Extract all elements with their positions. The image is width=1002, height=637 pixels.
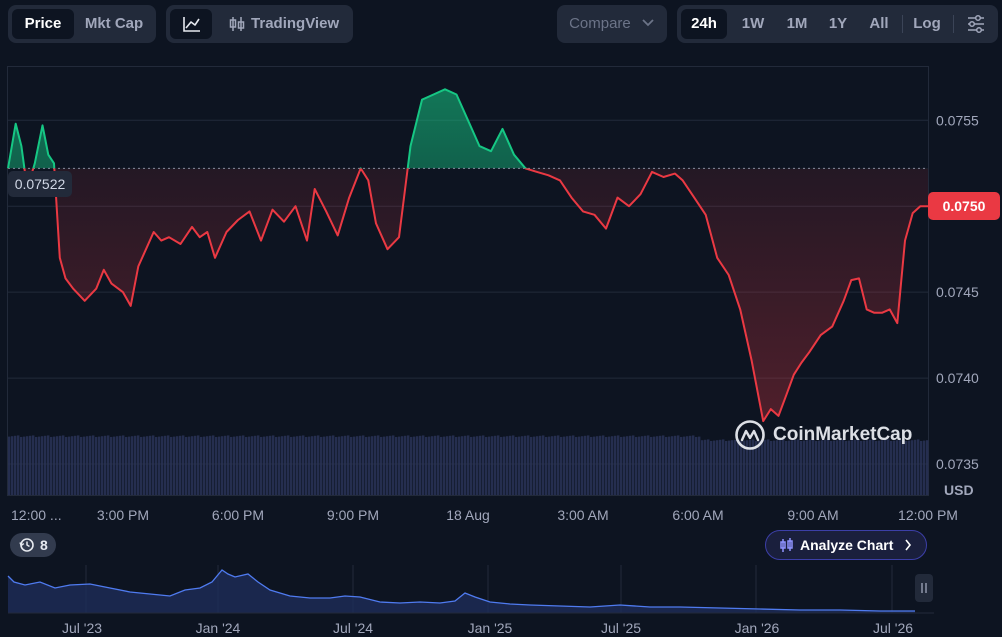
x-tick-label: 9:00 PM bbox=[327, 507, 379, 523]
range-tabs: 24h 1W 1M 1Y All Log bbox=[677, 5, 998, 43]
tab-mkt-cap[interactable]: Mkt Cap bbox=[84, 15, 144, 32]
range-1y[interactable]: 1Y bbox=[828, 15, 848, 32]
price-line-below bbox=[8, 168, 928, 423]
analyze-chart-button[interactable]: Analyze Chart bbox=[765, 530, 927, 560]
price-line-above bbox=[7, 88, 529, 169]
navigator-label: Jan '24 bbox=[196, 620, 241, 636]
navigator-label: Jul '26 bbox=[873, 620, 913, 636]
metric-tabs: Price Mkt Cap bbox=[8, 5, 156, 43]
history-icon bbox=[19, 538, 34, 552]
range-separator bbox=[902, 15, 903, 33]
navigator-line bbox=[7, 569, 915, 612]
area-above-baseline bbox=[8, 89, 928, 169]
x-tick-label: 12:00 ... bbox=[11, 507, 62, 523]
settings-button[interactable] bbox=[958, 9, 994, 39]
navigator-label: Jul '25 bbox=[601, 620, 641, 636]
x-tick-label: 3:00 AM bbox=[557, 507, 608, 523]
x-tick-label: 6:00 PM bbox=[212, 507, 264, 523]
area-below-baseline bbox=[24, 168, 928, 422]
navigator-label: Jan '25 bbox=[468, 620, 513, 636]
tab-price[interactable]: Price bbox=[12, 9, 74, 39]
range-24h[interactable]: 24h bbox=[681, 9, 727, 39]
x-tick-label: 18 Aug bbox=[446, 507, 490, 523]
currency-label: USD bbox=[944, 482, 974, 498]
y-tick-label: 0.0755 bbox=[936, 112, 979, 128]
chevron-right-icon bbox=[905, 539, 912, 551]
navigator-handle[interactable] bbox=[915, 574, 933, 602]
y-tick-label: 0.0740 bbox=[936, 370, 979, 386]
analyze-chart-label: Analyze Chart bbox=[800, 537, 894, 553]
coinmarketcap-watermark: CoinMarketCap bbox=[734, 419, 912, 451]
chart-style-group: TradingView bbox=[166, 5, 353, 43]
y-tick-label: 0.0745 bbox=[936, 284, 979, 300]
sliders-icon bbox=[968, 14, 984, 34]
candlestick-icon bbox=[229, 17, 245, 31]
plot-frame bbox=[7, 66, 929, 496]
navigator-label: Jan '26 bbox=[735, 620, 780, 636]
x-tick-label: 3:00 PM bbox=[97, 507, 149, 523]
baseline-price-badge: 0.07522 bbox=[8, 171, 72, 197]
tradingview-label: TradingView bbox=[251, 15, 340, 32]
chevron-down-icon bbox=[642, 19, 654, 27]
candlestick-icon bbox=[780, 538, 793, 552]
x-tick-label: 6:00 AM bbox=[672, 507, 723, 523]
navigator-area bbox=[8, 570, 915, 613]
range-all[interactable]: All bbox=[869, 15, 889, 32]
compare-label: Compare bbox=[561, 9, 663, 39]
history-count: 8 bbox=[40, 537, 48, 553]
x-tick-label: 9:00 AM bbox=[787, 507, 838, 523]
line-chart-icon bbox=[183, 17, 200, 32]
y-tick-label: 0.0735 bbox=[936, 456, 979, 472]
history-chip[interactable]: 8 bbox=[10, 533, 56, 557]
navigator-label: Jul '24 bbox=[333, 620, 373, 636]
range-1w[interactable]: 1W bbox=[741, 15, 765, 32]
navigator-label: Jul '23 bbox=[62, 620, 102, 636]
log-toggle[interactable]: Log bbox=[913, 15, 941, 32]
log-separator bbox=[953, 15, 954, 33]
tradingview-button[interactable]: TradingView bbox=[216, 9, 350, 39]
compare-dropdown[interactable]: Compare bbox=[557, 5, 667, 43]
line-chart-button[interactable] bbox=[170, 9, 212, 39]
x-tick-label: 12:00 PM bbox=[898, 507, 958, 523]
coinmarketcap-logo-icon bbox=[735, 420, 765, 450]
range-1m[interactable]: 1M bbox=[786, 15, 808, 32]
current-price-badge: 0.0750 bbox=[928, 192, 1000, 220]
volume-bars bbox=[8, 435, 929, 495]
